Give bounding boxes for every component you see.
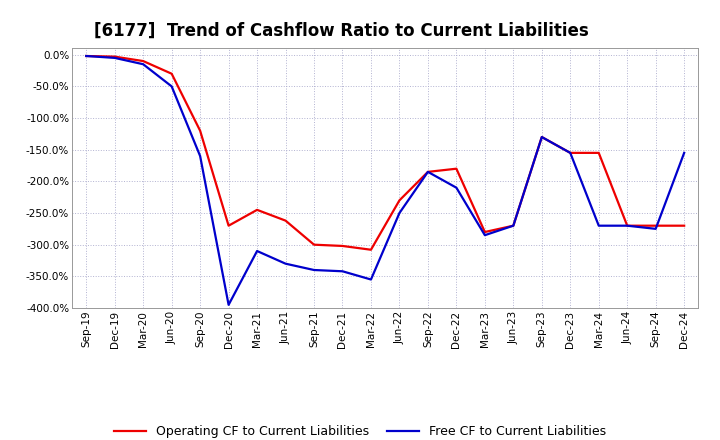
Operating CF to Current Liabilities [253,207,261,213]
Operating CF to Current Liabilities [338,243,347,249]
Operating CF to Current Liabilities [537,134,546,139]
Operating CF to Current Liabilities [680,223,688,228]
Line: Free CF to Current Liabilities: Free CF to Current Liabilities [86,56,684,305]
Operating CF to Current Liabilities [566,150,575,155]
Free CF to Current Liabilities [253,248,261,253]
Operating CF to Current Liabilities [167,71,176,77]
Free CF to Current Liabilities [566,150,575,155]
Free CF to Current Liabilities [82,53,91,59]
Operating CF to Current Liabilities [310,242,318,247]
Operating CF to Current Liabilities [366,247,375,253]
Free CF to Current Liabilities [167,84,176,89]
Operating CF to Current Liabilities [595,150,603,155]
Text: [6177]  Trend of Cashflow Ratio to Current Liabilities: [6177] Trend of Cashflow Ratio to Curren… [94,22,588,40]
Operating CF to Current Liabilities [196,128,204,133]
Free CF to Current Liabilities [623,223,631,228]
Free CF to Current Liabilities [225,302,233,308]
Operating CF to Current Liabilities [282,218,290,223]
Operating CF to Current Liabilities [509,223,518,228]
Operating CF to Current Liabilities [82,53,91,59]
Free CF to Current Liabilities [139,62,148,67]
Free CF to Current Liabilities [423,169,432,175]
Free CF to Current Liabilities [452,185,461,191]
Free CF to Current Liabilities [595,223,603,228]
Free CF to Current Liabilities [480,233,489,238]
Free CF to Current Liabilities [652,226,660,231]
Free CF to Current Liabilities [310,268,318,273]
Free CF to Current Liabilities [110,55,119,61]
Operating CF to Current Liabilities [110,54,119,59]
Legend: Operating CF to Current Liabilities, Free CF to Current Liabilities: Operating CF to Current Liabilities, Fre… [114,425,606,438]
Free CF to Current Liabilities [338,269,347,274]
Free CF to Current Liabilities [680,150,688,155]
Operating CF to Current Liabilities [623,223,631,228]
Line: Operating CF to Current Liabilities: Operating CF to Current Liabilities [86,56,684,250]
Free CF to Current Liabilities [196,154,204,159]
Free CF to Current Liabilities [282,261,290,266]
Free CF to Current Liabilities [366,277,375,282]
Free CF to Current Liabilities [509,223,518,228]
Operating CF to Current Liabilities [452,166,461,171]
Operating CF to Current Liabilities [423,169,432,175]
Operating CF to Current Liabilities [395,198,404,203]
Operating CF to Current Liabilities [225,223,233,228]
Operating CF to Current Liabilities [480,229,489,235]
Free CF to Current Liabilities [395,210,404,216]
Operating CF to Current Liabilities [652,223,660,228]
Operating CF to Current Liabilities [139,59,148,64]
Free CF to Current Liabilities [537,134,546,139]
